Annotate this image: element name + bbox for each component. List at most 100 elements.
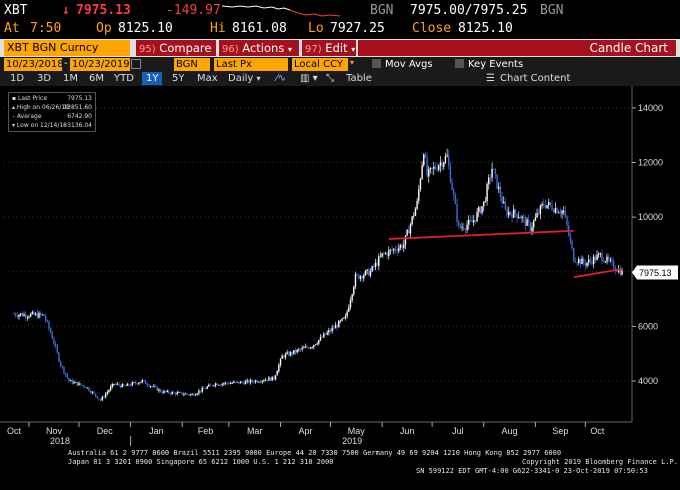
security-input[interactable]: XBT BGN Curncy xyxy=(4,40,130,56)
candle-body xyxy=(494,169,497,175)
candle-body xyxy=(319,336,322,340)
compare-number: 95) xyxy=(139,44,156,55)
candle-body xyxy=(189,394,192,396)
x-tick-label: Mar xyxy=(247,426,263,436)
candle-body xyxy=(569,235,572,241)
candle-body xyxy=(223,383,225,385)
candle-body xyxy=(413,215,415,217)
actions-button[interactable]: 96) Actions ▾ xyxy=(219,40,299,56)
down-arrow-icon: ↓ xyxy=(62,3,70,18)
candle-body xyxy=(174,392,177,395)
start-date-field[interactable]: 10/23/2018 xyxy=(4,58,64,71)
footer: Australia 61 2 9777 8600 Brazil 5511 239… xyxy=(0,447,680,490)
candle-body xyxy=(244,381,247,385)
candle-body xyxy=(183,394,185,396)
calendar-icon[interactable] xyxy=(131,59,141,69)
candle-body xyxy=(88,387,90,391)
candle-body xyxy=(478,207,480,212)
line-chart-icon[interactable]: ⁄∿ xyxy=(276,73,287,84)
candle-body xyxy=(449,165,452,183)
candle-body xyxy=(276,371,278,376)
compare-button[interactable]: 95) Compare xyxy=(136,40,216,56)
period-5y[interactable]: 5Y xyxy=(172,73,185,84)
candle-body xyxy=(99,399,102,401)
candle-chart[interactable]: 4000600080001000012000140007975.13 OctNo… xyxy=(0,86,680,446)
candle-body xyxy=(238,381,240,384)
trendline xyxy=(573,268,623,279)
x-tick-label: Jun xyxy=(400,426,415,436)
candle-body xyxy=(549,202,552,206)
candle-body xyxy=(601,253,603,261)
period-1y-selected[interactable]: 1Y xyxy=(142,72,163,85)
period-3d[interactable]: 3D xyxy=(37,73,52,84)
source-field[interactable]: BGN xyxy=(174,58,210,71)
candle-body xyxy=(491,168,493,178)
candle-body xyxy=(188,394,190,396)
candle-body xyxy=(281,355,283,359)
candle-body xyxy=(439,162,442,166)
period-6m[interactable]: 6M xyxy=(89,73,104,84)
candle-body xyxy=(418,189,420,201)
actions-number: 96) xyxy=(222,44,239,55)
period-1d[interactable]: 1D xyxy=(10,73,25,84)
candle-body xyxy=(36,313,39,318)
period-max[interactable]: Max xyxy=(197,73,218,84)
candle-body xyxy=(374,262,377,267)
candle-body xyxy=(474,220,477,222)
candle-body xyxy=(81,384,83,386)
key-events-checkbox[interactable]: Key Events xyxy=(455,58,523,71)
candle-body xyxy=(554,208,557,213)
candle-body xyxy=(286,352,288,355)
candle-body xyxy=(298,349,300,351)
table-button[interactable]: Table xyxy=(346,73,372,84)
candle-body xyxy=(521,216,523,219)
candle-body xyxy=(444,156,447,163)
candle-body xyxy=(511,213,513,218)
candle-body xyxy=(399,245,402,248)
mov-avgs-checkbox[interactable]: Mov Avgs xyxy=(372,58,433,71)
candle-body xyxy=(294,350,297,353)
legend-high-value: 13851.60 xyxy=(63,104,92,111)
candle-body xyxy=(316,343,318,345)
candle-body xyxy=(63,366,65,374)
candle-body xyxy=(301,347,303,350)
candle-body xyxy=(214,383,217,386)
end-date-field[interactable]: 10/23/2019 xyxy=(70,58,130,71)
settings-icon[interactable]: ☰ xyxy=(486,73,495,84)
candle-body xyxy=(607,256,610,260)
edit-button[interactable]: 97) Edit ▾ xyxy=(302,40,356,56)
period-1m[interactable]: 1M xyxy=(63,73,78,84)
field-selector[interactable]: Last Px xyxy=(214,58,288,71)
candle-body xyxy=(89,390,92,393)
chart-content-button[interactable]: Chart Content xyxy=(500,73,571,84)
candle-body xyxy=(539,205,542,214)
candle-body xyxy=(558,212,560,214)
chevron-down-icon[interactable]: ▾ xyxy=(350,58,355,67)
candle-body xyxy=(253,381,255,383)
candle-body xyxy=(256,380,258,383)
candle-body xyxy=(466,224,468,230)
candle-body xyxy=(371,266,373,272)
candle-body xyxy=(353,286,355,295)
candle-body xyxy=(34,313,37,315)
candle-body xyxy=(546,205,548,208)
candle-body xyxy=(274,375,277,380)
candle-body xyxy=(178,392,180,394)
candle-body xyxy=(263,380,265,382)
candle-body xyxy=(361,276,363,279)
candle-body xyxy=(339,320,342,322)
candle-body xyxy=(101,396,103,401)
candle-body xyxy=(216,383,218,386)
checkbox-icon xyxy=(372,59,381,68)
candle-body xyxy=(129,385,132,387)
candle-body xyxy=(161,391,163,394)
chart-type-icon[interactable]: ▥ ▾ xyxy=(300,73,318,84)
annotate-icon[interactable]: ⤡ xyxy=(326,73,334,84)
currency-selector[interactable]: Local CCY xyxy=(292,58,348,71)
x-tick-label: Aug xyxy=(502,426,518,436)
period-ytd[interactable]: YTD xyxy=(114,73,134,84)
candle-body xyxy=(336,325,338,328)
candle-body xyxy=(98,398,100,400)
frequency-dropdown[interactable]: Daily ▾ xyxy=(228,72,261,85)
candle-body xyxy=(378,256,380,266)
